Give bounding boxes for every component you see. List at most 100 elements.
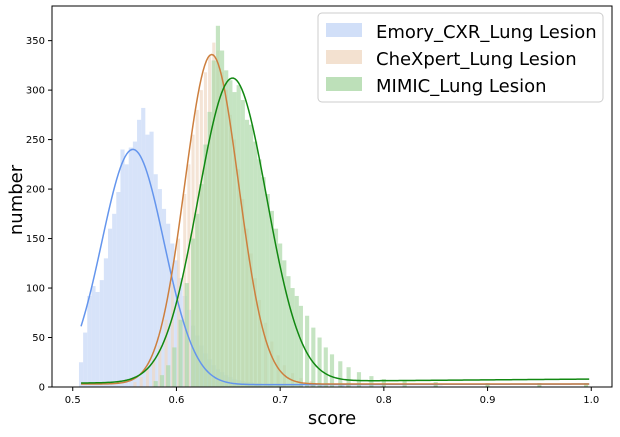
histogram-bar <box>124 164 129 387</box>
histogram-bar <box>164 319 168 387</box>
histogram-bar <box>236 85 241 387</box>
histogram-bar <box>137 119 142 387</box>
histogram-bar <box>286 276 291 387</box>
histogram-bar <box>159 375 164 387</box>
histogram-bar <box>203 144 208 387</box>
x-tick-label: 0.8 <box>376 395 392 406</box>
legend-label-emory: Emory_CXR_Lung Lesion <box>376 22 597 43</box>
histogram-bar <box>116 192 121 387</box>
histogram-bar <box>584 383 589 387</box>
histogram-bar <box>269 210 274 387</box>
histogram-bar <box>172 347 177 387</box>
histogram-bar <box>139 377 143 387</box>
legend-frame <box>317 12 604 103</box>
histogram-bar <box>152 359 156 387</box>
histogram-bar <box>190 238 196 387</box>
legend-swatch-mimic <box>326 77 362 91</box>
histogram-bar <box>153 174 158 387</box>
histogram-bar <box>176 238 181 387</box>
fit-curves-layer <box>80 53 590 386</box>
legend-label-mimic: MIMIC_Lung Lesion <box>376 76 547 97</box>
legend-label-chexpert: CheXpert_Lung Lesion <box>376 49 577 70</box>
histogram-bar <box>108 228 113 387</box>
histogram-bar <box>257 159 262 387</box>
histogram-bar <box>244 119 250 387</box>
histogram-bar <box>240 100 245 387</box>
histogram-bar <box>224 70 229 387</box>
histogram-bar <box>153 381 158 387</box>
fit-curve-chexpert <box>81 53 590 385</box>
legend-swatch-emory <box>326 23 362 37</box>
histogram-bar <box>133 382 137 387</box>
histogram-bar <box>294 295 299 387</box>
y-tick-label: 100 <box>26 284 45 295</box>
histogram-bar <box>141 107 146 387</box>
histogram-bar <box>166 223 171 387</box>
histogram-bar <box>161 208 167 387</box>
histogram-bar <box>537 383 542 387</box>
x-tick-label: 0.9 <box>480 395 496 406</box>
histogram-bar <box>184 283 189 387</box>
legend: Emory_CXR_Lung Lesion CheXpert_Lung Lesi… <box>317 12 604 103</box>
histogram-bar <box>265 194 270 387</box>
histogram-bar <box>158 345 162 387</box>
histogram-bar <box>178 319 183 387</box>
fit-curve-mimic <box>81 77 590 384</box>
histogram-bar <box>87 295 92 387</box>
histogram-bar <box>95 291 100 387</box>
histogram-bar <box>232 92 237 387</box>
histogram-bar <box>381 379 386 387</box>
histogram-bar <box>278 243 283 387</box>
histogram-bar <box>120 149 125 387</box>
histogram-bar <box>199 184 204 387</box>
x-tick-label: 0.6 <box>168 395 184 406</box>
histogram-bar <box>220 50 225 387</box>
histogram-bar <box>356 372 362 387</box>
histogram-bar <box>215 25 220 387</box>
histogram-bar <box>195 213 200 387</box>
histogram-bar <box>369 376 374 387</box>
histogram-bar <box>83 332 88 387</box>
x-axis-label: score <box>308 408 356 429</box>
histogram-bar <box>91 286 96 387</box>
histogram-bar <box>485 383 490 387</box>
histogram-bar <box>149 131 154 387</box>
y-tick-label: 0 <box>39 383 45 394</box>
histogram-bar <box>211 60 216 387</box>
histogram-bar <box>290 288 295 387</box>
histogram-bar <box>207 111 212 387</box>
x-tick-label: 0.5 <box>65 395 81 406</box>
histogram-bar <box>329 354 335 387</box>
histogram-bar <box>338 361 343 387</box>
x-tick-label: 1.0 <box>583 395 599 406</box>
histogram-bar <box>249 124 254 387</box>
histogram-bar <box>99 280 104 387</box>
series-bars-mimic <box>153 25 589 387</box>
histogram-bar <box>253 141 258 387</box>
y-tick-label: 250 <box>26 135 45 146</box>
y-tick-label: 300 <box>26 86 45 97</box>
histogram-bar <box>103 258 108 387</box>
histogram-bar <box>305 315 310 387</box>
histogram-bar <box>187 164 191 387</box>
histogram-bar <box>317 337 322 387</box>
histogram-bar <box>78 362 84 387</box>
histogram-bar <box>170 283 174 387</box>
plot-frame <box>51 5 613 388</box>
y-axis-ticks: 0 50 100 150 200 250 300 350 <box>26 36 52 394</box>
histogram-bar <box>145 369 149 387</box>
histogram-bar <box>145 134 150 387</box>
y-tick-label: 150 <box>26 234 45 245</box>
y-tick-label: 200 <box>26 185 45 196</box>
histogram-bar <box>323 347 328 387</box>
histogram-bar <box>157 189 162 387</box>
x-tick-label: 0.7 <box>272 395 288 406</box>
histogram-bar <box>346 367 351 387</box>
legend-swatch-chexpert <box>326 50 362 64</box>
histogram-bar <box>282 260 287 387</box>
y-tick-label: 350 <box>26 36 45 47</box>
y-axis-label: number <box>6 164 27 235</box>
histogram-bar <box>298 305 303 387</box>
